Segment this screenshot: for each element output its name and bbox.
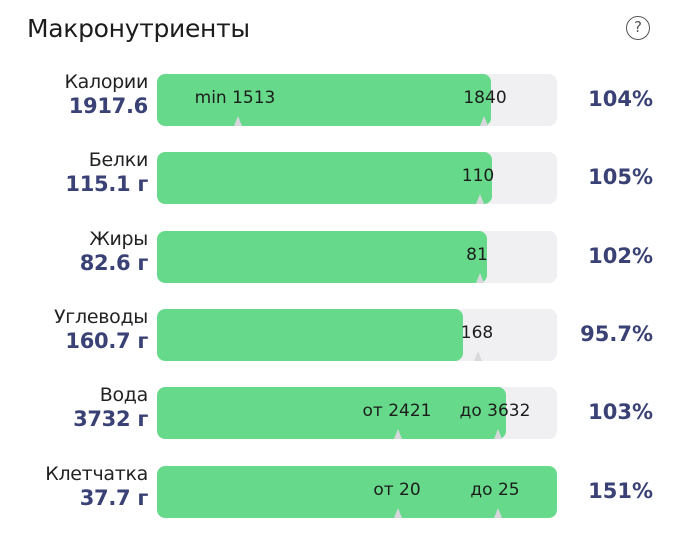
target-label: до 25 bbox=[470, 479, 520, 500]
nutrient-name: Калории bbox=[64, 71, 148, 93]
progress-bar: от 2421 до 3632 bbox=[157, 387, 557, 440]
target-marker bbox=[476, 272, 484, 283]
progress-fill bbox=[157, 74, 491, 126]
progress-bar: 81 bbox=[157, 230, 557, 283]
question-circle-icon[interactable]: ? bbox=[626, 16, 650, 40]
nutrient-amount: 115.1 г bbox=[65, 172, 148, 197]
nutrient-amount: 3732 г bbox=[73, 407, 148, 432]
target-marker bbox=[494, 507, 502, 518]
target-label: 168 bbox=[460, 322, 494, 343]
percent-of-target: 95.7% bbox=[580, 321, 653, 346]
progress-bar: от 20 до 25 bbox=[157, 465, 557, 518]
percent-of-target: 105% bbox=[588, 165, 653, 190]
target-label: до 3632 bbox=[459, 401, 531, 422]
nutrient-name: Вода bbox=[99, 384, 149, 407]
macronutrient-row: Жиры 82.6 г 81 102% bbox=[0, 227, 680, 283]
target-label: от 2421 bbox=[362, 401, 432, 422]
target-marker bbox=[474, 350, 482, 361]
target-marker bbox=[480, 116, 488, 126]
percent-of-target: 103% bbox=[588, 400, 653, 425]
macronutrient-row: Клетчатка 37.7 г от 20 до 25 151% bbox=[0, 462, 680, 518]
target-marker bbox=[394, 429, 402, 440]
progress-fill bbox=[157, 152, 492, 205]
progress-fill bbox=[157, 230, 487, 283]
percent-of-target: 151% bbox=[588, 478, 653, 503]
nutrient-amount: 160.7 г bbox=[65, 328, 148, 353]
target-label: от 20 bbox=[373, 479, 421, 500]
nutrient-name: Жиры bbox=[89, 227, 148, 250]
progress-fill bbox=[157, 465, 557, 518]
target-label: min 1513 bbox=[194, 88, 276, 108]
macronutrient-row: Вода 3732 г от 2421 до 3632 103% bbox=[0, 384, 680, 440]
target-label: 110 bbox=[461, 166, 495, 187]
nutrient-name: Клетчатка bbox=[45, 462, 148, 485]
macronutrient-row: Углеводы 160.7 г 168 95.7% bbox=[0, 305, 680, 361]
target-marker bbox=[234, 116, 242, 126]
progress-bar: 110 bbox=[157, 152, 557, 205]
progress-fill bbox=[157, 308, 463, 361]
nutrient-amount: 37.7 г bbox=[79, 485, 149, 510]
target-label: 1840 bbox=[463, 88, 507, 108]
percent-of-target: 104% bbox=[588, 87, 653, 111]
macronutrient-row: Калории 1917.6 min 1513 1840 104% bbox=[0, 71, 680, 126]
nutrient-name: Белки bbox=[88, 149, 149, 172]
target-marker bbox=[494, 429, 502, 440]
target-marker bbox=[476, 194, 484, 205]
nutrient-amount: 82.6 г bbox=[79, 250, 149, 275]
progress-bar: min 1513 1840 bbox=[157, 74, 557, 126]
nutrient-amount: 1917.6 bbox=[68, 94, 149, 118]
progress-fill bbox=[157, 387, 506, 440]
nutrient-name: Углеводы bbox=[54, 305, 148, 328]
progress-bar: 168 bbox=[157, 308, 557, 361]
percent-of-target: 102% bbox=[588, 243, 653, 268]
macronutrient-row: Белки 115.1 г 110 105% bbox=[0, 149, 680, 205]
page-title: Макронутриенты bbox=[27, 14, 250, 43]
target-marker bbox=[394, 507, 402, 518]
target-label: 81 bbox=[466, 244, 488, 265]
